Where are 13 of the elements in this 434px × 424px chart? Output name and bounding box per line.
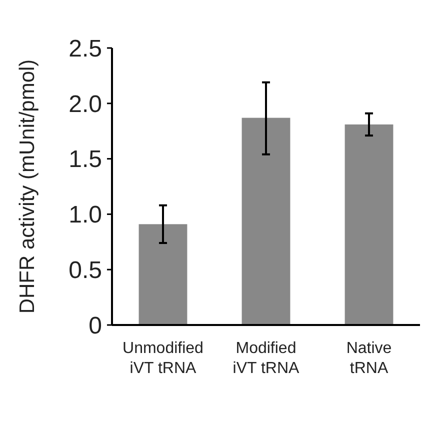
bar [138,224,188,325]
y-tick-label: 0 [88,312,102,340]
y-tick-label: 0.5 [68,257,102,284]
bar [242,118,290,325]
y-axis-title: DHFR activity (mUnit/pmol) [16,59,39,314]
bar [344,124,394,325]
x-tick-label: Native tRNA [346,340,392,377]
x-tick-label: Unmodified iVT tRNA [122,340,204,377]
y-tick-label: 2.0 [68,90,102,118]
y-tick-label: 1.5 [68,146,102,174]
y-tick-label: 2.5 [68,35,102,62]
y-tick-label: 1.0 [68,202,102,229]
x-tick-label: Modified iVT tRNA [232,340,300,377]
